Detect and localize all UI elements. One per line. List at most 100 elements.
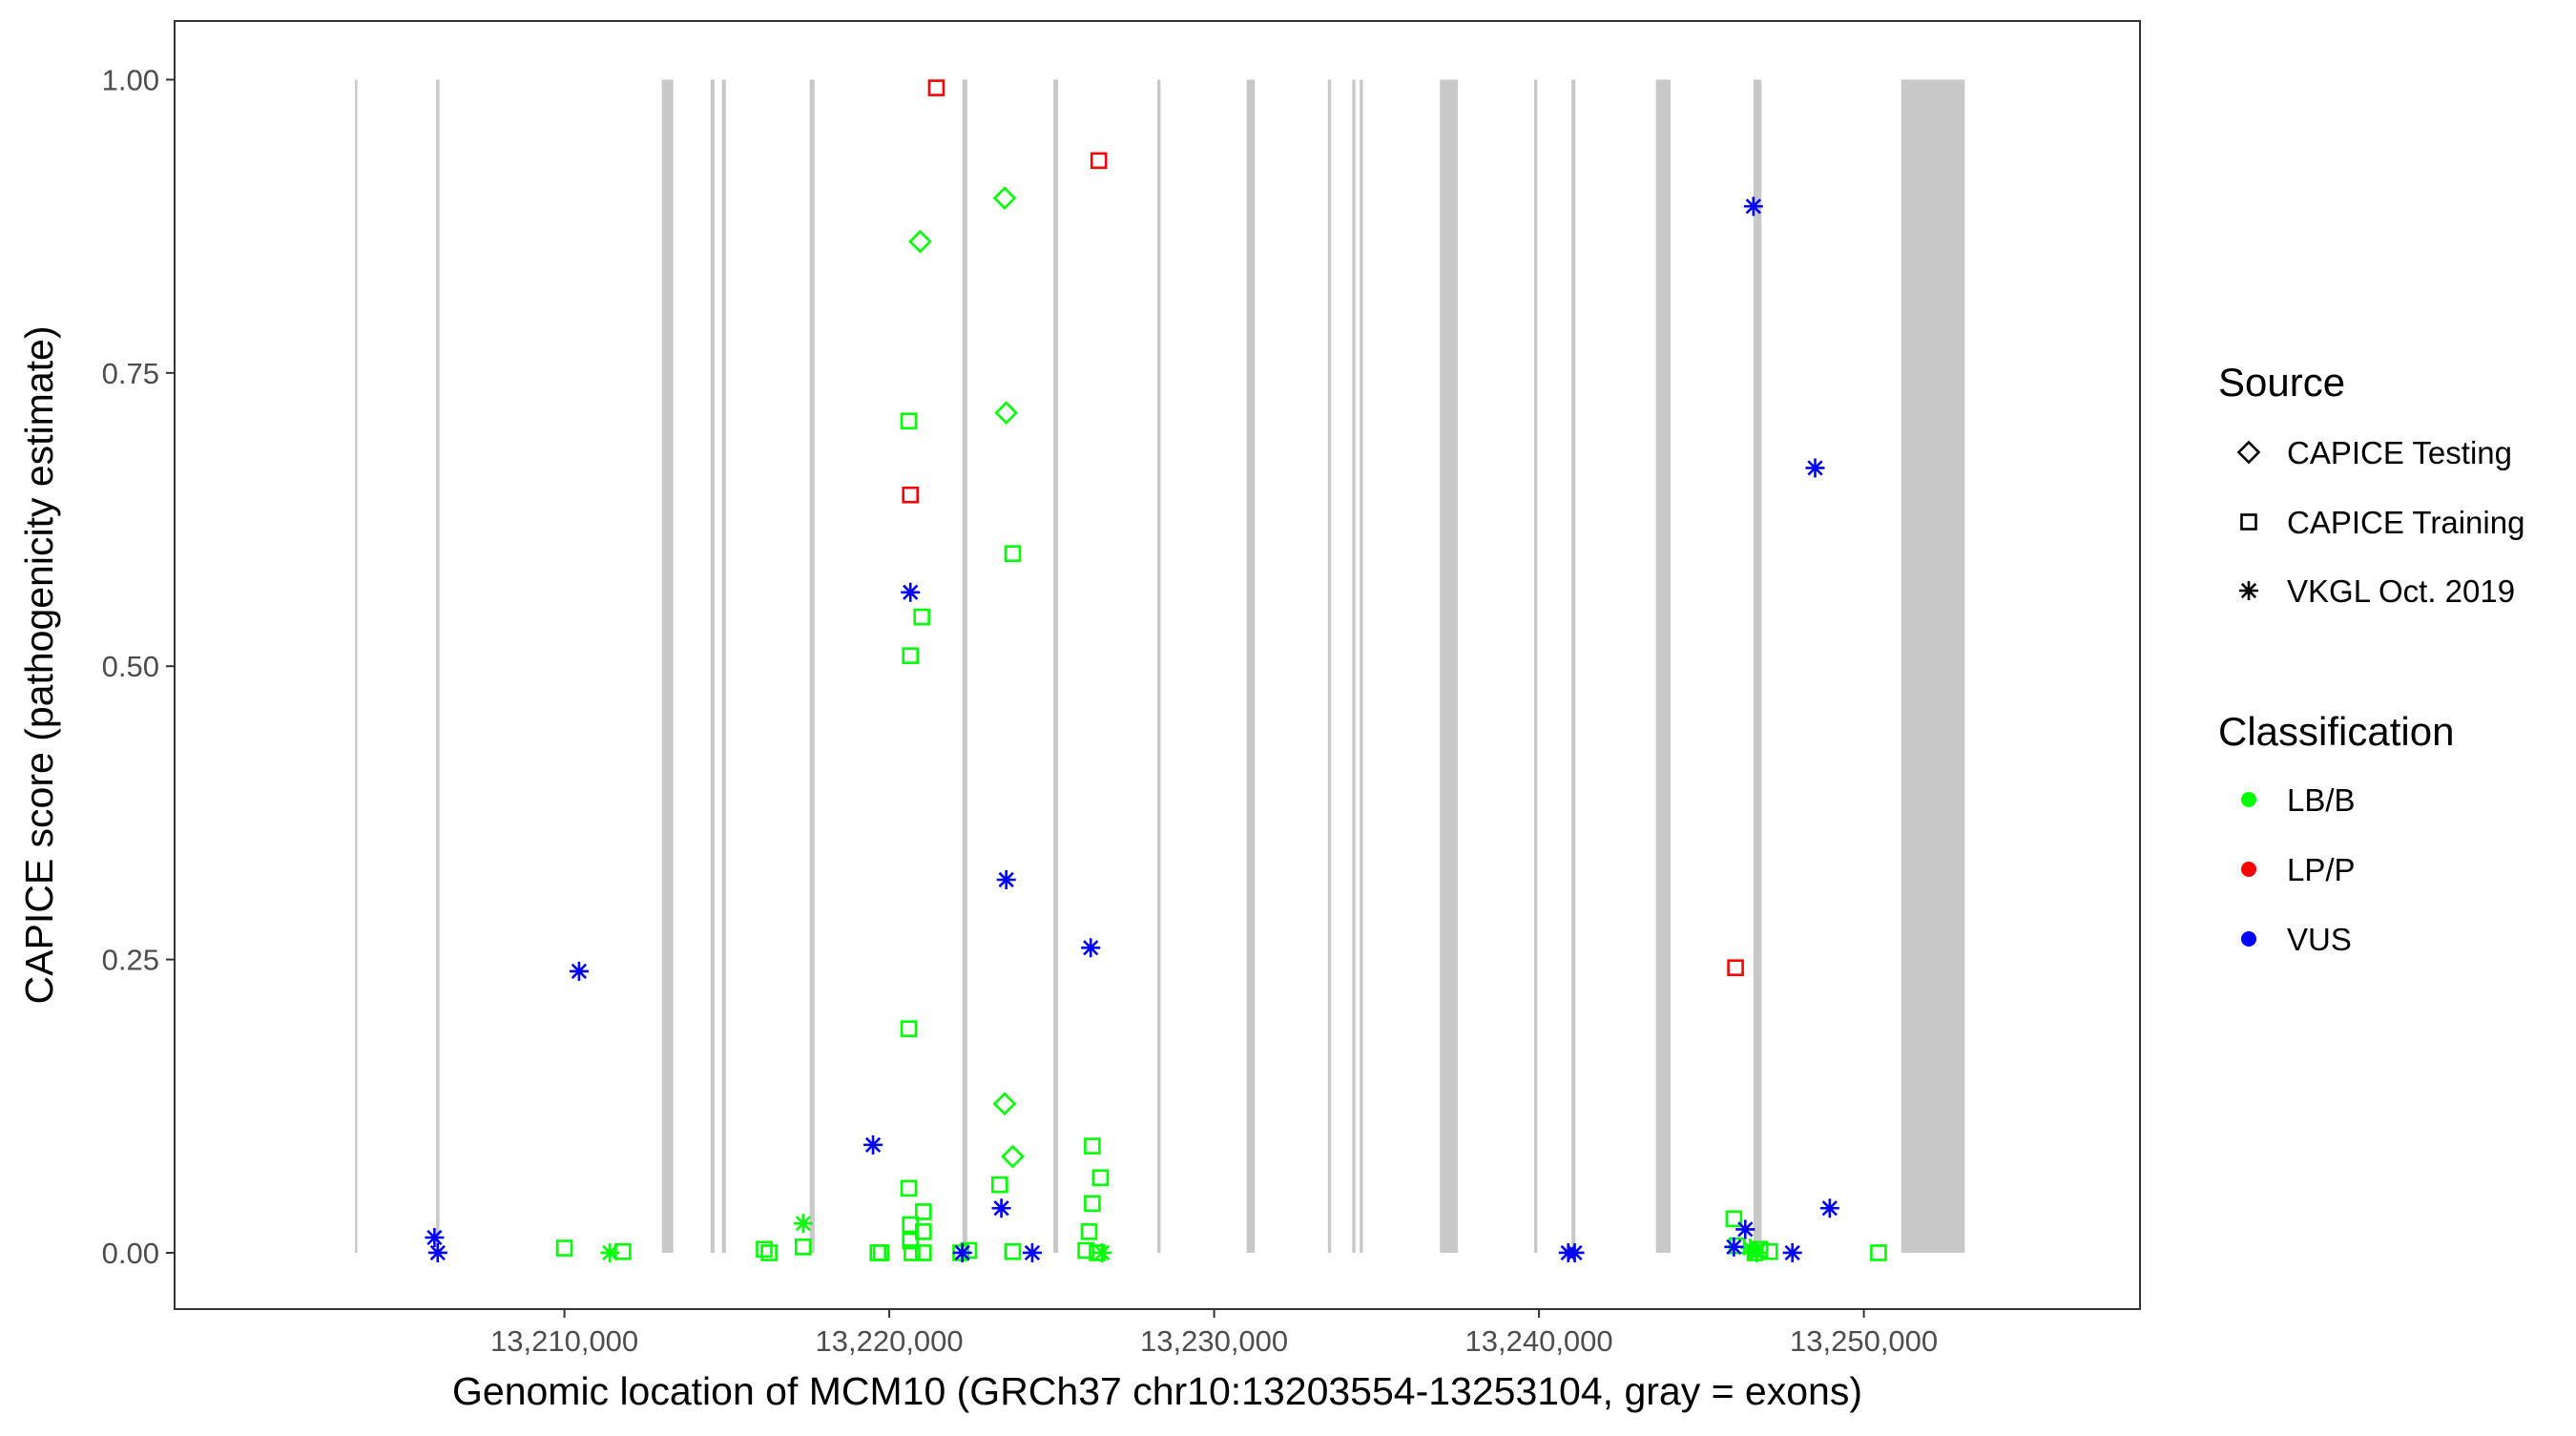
data-point	[1727, 959, 1744, 977]
data-point	[902, 1232, 920, 1250]
data-point	[425, 1228, 445, 1247]
exon-band	[962, 79, 967, 1253]
data-point	[1092, 1242, 1112, 1262]
data-point	[1080, 1223, 1098, 1240]
data-point	[992, 186, 1017, 210]
data-points	[425, 79, 1887, 1262]
data-point	[863, 1134, 883, 1155]
data-point	[915, 1244, 932, 1261]
data-point	[1747, 1242, 1767, 1262]
x-axis-title: Genomic location of MCM10 (GRCh37 chr10:…	[452, 1369, 1862, 1413]
y-tick-label: 0.50	[102, 650, 159, 683]
data-point	[1735, 1219, 1755, 1239]
data-point	[1565, 1242, 1585, 1262]
data-point	[915, 1203, 932, 1220]
legend-label-classification: LP/P	[2287, 852, 2356, 887]
y-tick-label: 0.25	[102, 944, 159, 977]
legend: Source CAPICE Testing CAPICE Training VKGL …	[2218, 360, 2524, 957]
data-point	[901, 582, 921, 602]
data-point	[902, 647, 920, 664]
x-tick-label: 13,250,000	[1790, 1324, 1938, 1358]
data-point	[1084, 1195, 1101, 1213]
data-point	[1725, 1210, 1743, 1228]
data-point	[900, 1020, 918, 1037]
legend-label-source: CAPICE Training	[2287, 505, 2524, 540]
data-point	[1782, 1242, 1802, 1262]
exon-band	[1655, 79, 1671, 1253]
legend-label-source: VKGL Oct. 2019	[2287, 573, 2515, 609]
exon-band	[1053, 79, 1059, 1253]
data-point	[908, 229, 932, 254]
data-point	[1743, 197, 1763, 217]
legend-key-diamond	[2236, 440, 2261, 465]
data-point	[793, 1214, 813, 1234]
y-tick-label: 0.75	[102, 357, 159, 390]
data-point	[1870, 1244, 1887, 1261]
y-tick-label: 1.00	[102, 63, 159, 96]
data-point	[991, 1176, 1008, 1194]
exon-bands	[355, 79, 1965, 1253]
data-point	[904, 1244, 921, 1261]
data-point	[1724, 1237, 1744, 1257]
legend-key-square	[2240, 513, 2257, 531]
data-point	[760, 1244, 778, 1261]
data-point	[900, 1179, 918, 1197]
legend-key-color	[2241, 792, 2256, 807]
legend-key-color	[2241, 931, 2256, 947]
exon-band	[809, 79, 815, 1253]
data-point	[1001, 1144, 1025, 1169]
x-tick-label: 13,240,000	[1465, 1324, 1613, 1358]
x-tick-label: 13,210,000	[490, 1324, 638, 1358]
exon-band	[1440, 79, 1458, 1253]
y-tick-label: 0.00	[102, 1237, 159, 1270]
exon-band	[1360, 79, 1363, 1253]
exon-band	[721, 79, 726, 1253]
data-point	[991, 1198, 1011, 1218]
legend-label-source: CAPICE Testing	[2287, 435, 2512, 470]
data-point	[1077, 1241, 1094, 1259]
data-point	[1004, 545, 1022, 562]
axes: 0.00 0.25 0.50 0.75 1.00 13,210,000 13,220,000…	[17, 63, 1938, 1413]
data-point	[569, 961, 589, 981]
exon-band	[710, 79, 715, 1253]
exon-band	[355, 79, 358, 1253]
data-point	[1819, 1198, 1839, 1218]
data-point	[756, 1240, 773, 1259]
legend-key-color	[2241, 862, 2256, 877]
data-point	[555, 1239, 573, 1257]
data-point	[600, 1242, 620, 1262]
legend-key-asterisk	[2239, 581, 2258, 600]
exon-band	[436, 79, 440, 1253]
data-point	[996, 870, 1016, 889]
x-tick-label: 13,230,000	[1140, 1324, 1288, 1358]
data-point	[795, 1238, 812, 1256]
data-point	[900, 412, 918, 430]
data-point	[992, 1092, 1017, 1116]
exon-band	[1157, 79, 1161, 1253]
legend-label-classification: LB/B	[2287, 782, 2356, 818]
data-point	[1022, 1242, 1042, 1262]
exon-band	[1533, 79, 1538, 1253]
legend-title-source: Source	[2218, 360, 2345, 405]
exon-band	[1246, 79, 1256, 1253]
data-point	[1004, 1242, 1022, 1260]
data-point	[1081, 938, 1101, 958]
exon-band	[1327, 79, 1332, 1253]
legend-title-classification: Classification	[2218, 709, 2454, 754]
data-point	[927, 79, 945, 96]
exon-band	[1753, 79, 1762, 1253]
data-point	[902, 486, 920, 504]
exon-band	[1571, 79, 1576, 1253]
legend-label-classification: VUS	[2287, 922, 2352, 957]
data-point	[1084, 1137, 1101, 1155]
x-tick-label: 13,220,000	[816, 1324, 964, 1358]
data-point	[913, 608, 930, 626]
exon-band	[1901, 79, 1965, 1253]
data-point	[994, 401, 1019, 425]
data-point	[1090, 152, 1108, 170]
data-point	[915, 1223, 932, 1240]
data-point	[1805, 458, 1825, 478]
data-point	[1091, 1169, 1110, 1187]
